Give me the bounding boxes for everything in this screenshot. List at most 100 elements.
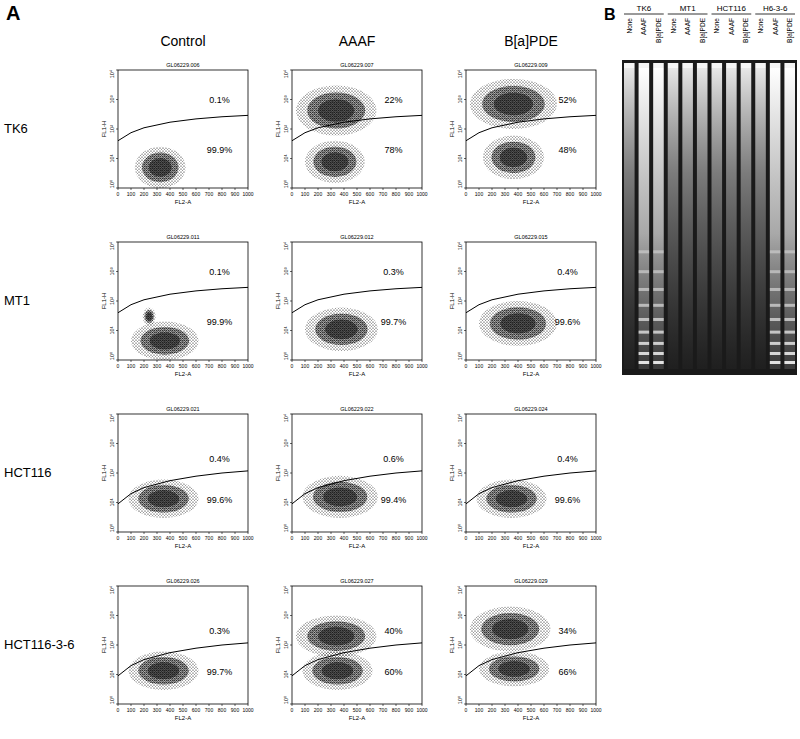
x-tick-label: 800	[218, 707, 227, 713]
gel-lane	[668, 63, 679, 369]
y-tick	[464, 645, 466, 646]
x-tick-label: 800	[566, 535, 575, 541]
gate-percent: 0.3%	[209, 626, 230, 636]
x-axis-label: FL2-A	[175, 543, 191, 549]
gel-group-underline	[755, 14, 795, 15]
cell-population	[302, 652, 372, 690]
y-tick-label: 10³	[457, 267, 463, 275]
x-tick-label: 0	[291, 707, 294, 713]
x-tick	[131, 188, 132, 190]
y-tick-label: 10⁴	[109, 585, 115, 594]
gel-lane-label: AAAF	[640, 18, 647, 35]
gel-ladder-band	[639, 361, 650, 364]
x-tick	[305, 704, 306, 706]
row-label: TK6	[4, 121, 28, 136]
y-tick-label: 10⁰	[283, 351, 289, 360]
data-area	[292, 85, 422, 182]
x-tick	[331, 188, 332, 190]
x-tick	[383, 188, 384, 190]
y-tick	[290, 330, 292, 331]
gate-percent: 99.9%	[207, 317, 233, 327]
gel-ladder-band	[653, 288, 664, 291]
x-tick-label: 1000	[242, 707, 253, 713]
x-tick-label: 900	[405, 191, 414, 197]
gate-line	[466, 287, 596, 312]
data-area	[466, 287, 596, 346]
gel-ladder-band	[653, 361, 664, 364]
gel-ladder-band	[639, 352, 650, 355]
gate-percent: 0.4%	[557, 454, 578, 464]
x-tick	[505, 360, 506, 362]
y-tick-label: 10³	[457, 439, 463, 447]
y-tick-label: 10¹	[457, 154, 463, 162]
y-tick	[116, 188, 118, 189]
x-tick-label: 100	[475, 363, 484, 369]
x-tick	[318, 532, 319, 534]
y-tick	[464, 532, 466, 533]
y-tick	[464, 330, 466, 331]
x-tick-label: 700	[553, 363, 562, 369]
x-tick	[144, 532, 145, 534]
x-tick	[131, 704, 132, 706]
x-tick-label: 700	[553, 191, 562, 197]
gel-lane	[770, 63, 781, 369]
cell-population	[479, 652, 549, 687]
gate-percent: 52%	[558, 95, 576, 105]
x-tick	[544, 532, 545, 534]
cell-population-core	[494, 93, 533, 116]
row-label: HCT116	[4, 465, 51, 480]
gate-line	[292, 287, 422, 312]
y-tick	[290, 70, 292, 71]
gel-ladder-band	[770, 361, 781, 364]
y-tick-label: 10³	[283, 439, 289, 447]
x-tick	[505, 532, 506, 534]
scatter-plot: GL06229.02901002003004005006007008009001…	[449, 578, 602, 721]
x-tick-label: 700	[379, 363, 388, 369]
x-tick	[409, 188, 410, 190]
figure: AControlAAAFB[a]PDETK6MT1HCT116HCT116-3-…	[0, 0, 800, 739]
x-tick	[383, 360, 384, 362]
gel-lane	[726, 63, 737, 369]
x-tick-label: 200	[488, 707, 497, 713]
x-tick-label: 200	[140, 535, 149, 541]
x-tick	[596, 360, 597, 362]
x-tick-label: 300	[153, 707, 162, 713]
x-tick-label: 100	[301, 363, 310, 369]
x-tick-label: 100	[475, 535, 484, 541]
x-tick	[518, 360, 519, 362]
x-tick	[570, 360, 571, 362]
scatter-plot: GL06229.02601002003004005006007008009001…	[101, 578, 254, 721]
y-tick	[290, 532, 292, 533]
y-tick	[464, 443, 466, 444]
x-tick	[596, 188, 597, 190]
x-tick	[518, 532, 519, 534]
gate-percent: 78%	[384, 145, 402, 155]
x-tick	[422, 188, 423, 190]
y-tick-label: 10²	[109, 125, 115, 133]
gel-lane-label: None	[757, 18, 764, 34]
scatter-plot: GL06229.00601002003004005006007008009001…	[101, 62, 254, 205]
y-tick	[290, 242, 292, 243]
gel-lane-label: AAAF	[684, 18, 691, 35]
y-tick	[116, 473, 118, 474]
x-tick-label: 700	[379, 707, 388, 713]
y-axis-label: FL1-H	[449, 637, 455, 654]
cell-population-core	[482, 86, 545, 122]
plot-title: GL06229.009	[514, 62, 547, 68]
y-tick	[464, 242, 466, 243]
y-tick	[116, 704, 118, 705]
x-tick-label: 100	[301, 191, 310, 197]
x-axis-label: FL2-A	[523, 371, 539, 377]
cell-population	[131, 322, 199, 360]
plot-frame	[292, 70, 422, 188]
y-tick	[464, 301, 466, 302]
y-tick	[290, 443, 292, 444]
x-tick-label: 500	[527, 535, 536, 541]
y-axis-label: FL1-H	[101, 121, 107, 138]
column-label: Control	[160, 33, 205, 49]
x-tick-label: 800	[566, 707, 575, 713]
data-area	[118, 471, 248, 518]
x-tick-label: 900	[579, 191, 588, 197]
gel-ladder-band	[770, 331, 781, 334]
x-tick-label: 0	[291, 363, 294, 369]
